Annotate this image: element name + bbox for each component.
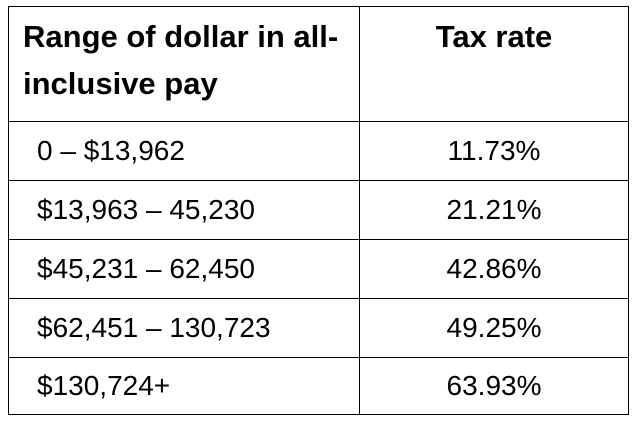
- cell-text: $130,724+: [37, 370, 171, 401]
- table-cell: 0 – $13,962: [9, 122, 360, 180]
- cell-text: $13,963 – 45,230: [37, 194, 255, 225]
- tax-table: Range of dollar in all-inclusive pay Tax…: [8, 6, 629, 415]
- cell-text: 49.25%: [446, 312, 542, 343]
- table-cell: 11.73%: [360, 122, 628, 180]
- cell-text: 42.86%: [446, 253, 542, 284]
- cell-text: $62,451 – 130,723: [37, 312, 271, 343]
- header-text: Tax rate: [435, 19, 553, 54]
- header-cell: Tax rate: [360, 7, 628, 121]
- table-row: $13,963 – 45,230 21.21%: [9, 181, 628, 240]
- table-cell: 21.21%: [360, 181, 628, 239]
- table-cell: $45,231 – 62,450: [9, 240, 360, 298]
- header-text: Range of dollar in all-inclusive pay: [23, 19, 339, 101]
- header-row: Range of dollar in all-inclusive pay Tax…: [9, 7, 628, 122]
- table-cell: $130,724+: [9, 358, 360, 414]
- cell-text: 0 – $13,962: [37, 135, 185, 166]
- table-row: $45,231 – 62,450 42.86%: [9, 240, 628, 299]
- table-cell: $13,963 – 45,230: [9, 181, 360, 239]
- header-cell: Range of dollar in all-inclusive pay: [9, 7, 360, 121]
- table-cell: 49.25%: [360, 299, 628, 357]
- table-row: $130,724+ 63.93%: [9, 358, 628, 414]
- table-cell: $62,451 – 130,723: [9, 299, 360, 357]
- cell-text: 21.21%: [446, 194, 542, 225]
- table-cell: 42.86%: [360, 240, 628, 298]
- cell-text: 63.93%: [446, 370, 542, 401]
- table-cell: 63.93%: [360, 358, 628, 414]
- cell-text: 11.73%: [447, 135, 541, 166]
- cell-text: $45,231 – 62,450: [37, 253, 255, 284]
- table-row: $62,451 – 130,723 49.25%: [9, 299, 628, 358]
- table-row: 0 – $13,962 11.73%: [9, 122, 628, 181]
